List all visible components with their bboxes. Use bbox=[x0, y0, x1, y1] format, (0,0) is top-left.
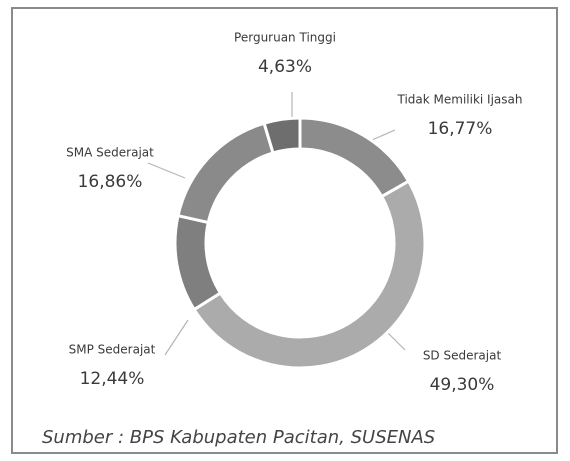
category-label: SMA Sederajat bbox=[66, 146, 154, 160]
donut-segment bbox=[173, 213, 223, 312]
category-label: Perguruan Tinggi bbox=[234, 31, 336, 45]
donut-segment bbox=[298, 116, 411, 199]
category-label: SD Sederajat bbox=[423, 349, 502, 363]
frame bbox=[11, 7, 558, 454]
donut-segment bbox=[176, 121, 275, 225]
category-label: SMP Sederajat bbox=[69, 343, 156, 357]
donut-segment bbox=[262, 116, 302, 155]
category-label: Tidak Memiliki Ijasah bbox=[397, 93, 523, 107]
source: Sumber : BPS Kabupaten Pacitan, SUSENAS bbox=[42, 427, 435, 448]
value-label: 16,86% bbox=[78, 172, 143, 192]
value-label: 4,63% bbox=[258, 57, 312, 77]
value-label: 12,44% bbox=[80, 369, 145, 389]
donut-segment bbox=[192, 179, 427, 370]
value-label: 49,30% bbox=[430, 375, 495, 395]
value-label: 16,77% bbox=[428, 119, 493, 139]
